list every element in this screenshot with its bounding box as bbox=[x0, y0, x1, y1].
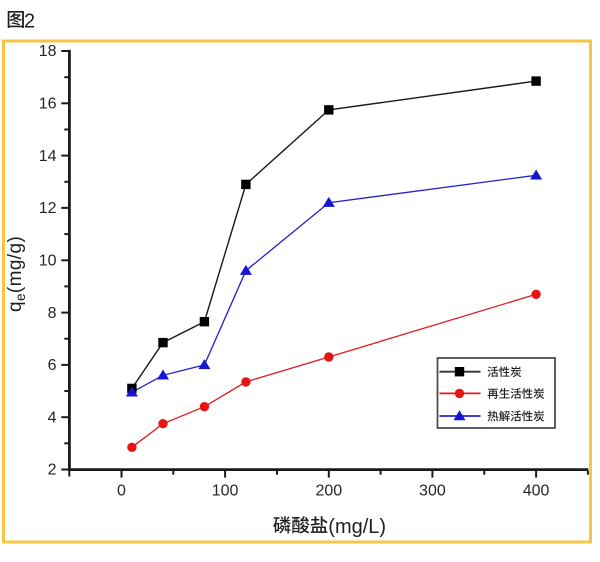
svg-text:(mg/L): (mg/L) bbox=[328, 516, 386, 538]
svg-text:qe(mg/g): qe(mg/g) bbox=[5, 236, 28, 312]
svg-text:12: 12 bbox=[39, 200, 57, 217]
svg-text:16: 16 bbox=[39, 96, 57, 113]
svg-text:14: 14 bbox=[39, 148, 57, 165]
svg-text:10: 10 bbox=[39, 253, 57, 270]
svg-text:2: 2 bbox=[24, 10, 35, 32]
svg-text:18: 18 bbox=[39, 43, 57, 60]
svg-text:300: 300 bbox=[419, 483, 446, 500]
svg-text:6: 6 bbox=[48, 357, 57, 374]
svg-text:0: 0 bbox=[117, 483, 126, 500]
svg-text:100: 100 bbox=[212, 483, 239, 500]
svg-text:8: 8 bbox=[48, 305, 57, 322]
svg-text:2: 2 bbox=[48, 462, 57, 479]
svg-text:200: 200 bbox=[315, 483, 342, 500]
svg-text:400: 400 bbox=[523, 483, 550, 500]
svg-text:4: 4 bbox=[48, 409, 57, 426]
